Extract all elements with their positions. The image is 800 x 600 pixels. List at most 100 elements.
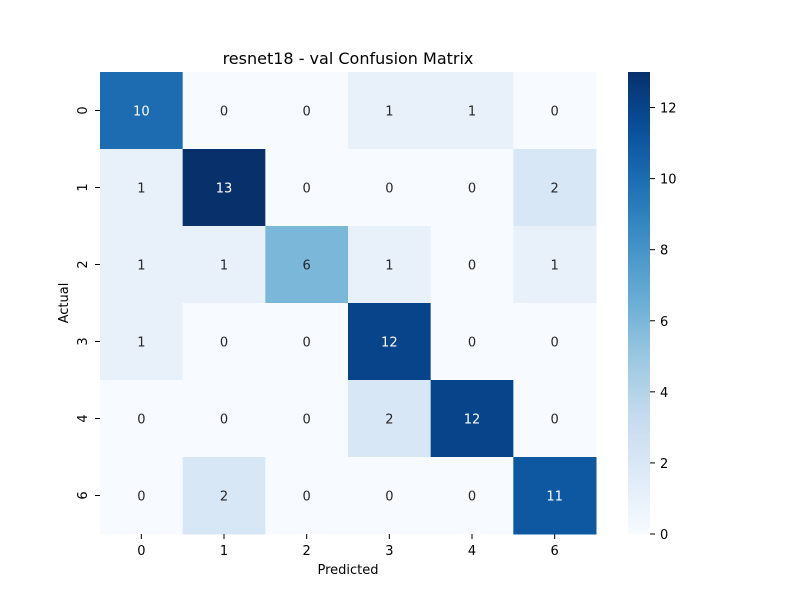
heatmap-cell bbox=[430, 380, 514, 458]
x-tick-label: 0 bbox=[137, 544, 145, 559]
colorbar-gradient bbox=[628, 72, 650, 534]
heatmap-cell bbox=[265, 303, 349, 381]
cell-value-label: 0 bbox=[303, 182, 311, 197]
heatmap-cell bbox=[100, 457, 184, 535]
x-tick-label: 3 bbox=[385, 544, 393, 559]
cell-value-label: 11 bbox=[546, 490, 563, 505]
y-tick-label: 4 bbox=[76, 414, 91, 422]
heatmap-cell bbox=[265, 226, 349, 304]
heatmap-cell bbox=[348, 457, 432, 535]
cell-value-label: 0 bbox=[220, 105, 228, 120]
heatmap-cell bbox=[513, 380, 597, 458]
colorbar: 0 2 4 6 8 10 12 bbox=[628, 72, 677, 543]
cell-value-label: 0 bbox=[137, 413, 145, 428]
cell-value-label: 0 bbox=[551, 105, 559, 120]
heatmap-cell bbox=[513, 149, 597, 227]
cell-value-label: 0 bbox=[468, 490, 476, 505]
heatmap-cell bbox=[182, 457, 266, 535]
cell-value-label: 1 bbox=[385, 259, 393, 274]
heatmap-cell bbox=[182, 303, 266, 381]
cell-value-label: 10 bbox=[133, 105, 150, 120]
heatmap-cell bbox=[100, 303, 184, 381]
colorbar-tick-label: 0 bbox=[660, 528, 668, 543]
cell-value-label: 6 bbox=[303, 259, 311, 274]
heatmap-cell bbox=[100, 226, 184, 304]
heatmap-cells bbox=[100, 72, 597, 535]
cell-value-label: 0 bbox=[303, 490, 311, 505]
y-tick-label: 0 bbox=[76, 106, 91, 114]
cell-value-label: 0 bbox=[551, 336, 559, 351]
cell-value-label: 0 bbox=[385, 182, 393, 197]
cell-value-label: 1 bbox=[220, 259, 228, 274]
x-axis-label: Predicted bbox=[317, 563, 378, 578]
heatmap-cell bbox=[348, 380, 432, 458]
cell-value-label: 0 bbox=[468, 336, 476, 351]
heatmap-cell bbox=[265, 457, 349, 535]
cell-value-label: 2 bbox=[551, 182, 559, 197]
x-tick-label: 4 bbox=[468, 544, 476, 559]
y-tick-label: 6 bbox=[76, 491, 91, 499]
heatmap-cell bbox=[265, 149, 349, 227]
heatmap-cell bbox=[348, 226, 432, 304]
heatmap-cell bbox=[265, 72, 349, 150]
heatmap-cell bbox=[513, 303, 597, 381]
cell-value-label: 0 bbox=[468, 259, 476, 274]
cell-value-label: 1 bbox=[137, 182, 145, 197]
y-tick-label: 3 bbox=[76, 337, 91, 345]
heatmap-cell bbox=[265, 380, 349, 458]
heatmap-cell bbox=[182, 72, 266, 150]
heatmap-cell bbox=[100, 149, 184, 227]
colorbar-tick-label: 2 bbox=[660, 457, 668, 472]
colorbar-tick-label: 8 bbox=[660, 244, 668, 259]
cell-value-label: 0 bbox=[137, 490, 145, 505]
colorbar-tick-label: 4 bbox=[660, 386, 668, 401]
heatmap-cell bbox=[430, 303, 514, 381]
x-tick-label: 6 bbox=[551, 544, 559, 559]
x-tick-label: 1 bbox=[220, 544, 228, 559]
cell-value-label: 1 bbox=[551, 259, 559, 274]
cell-value-label: 0 bbox=[220, 336, 228, 351]
cell-value-label: 1 bbox=[137, 259, 145, 274]
heatmap-cell bbox=[513, 457, 597, 535]
cell-value-label: 0 bbox=[220, 413, 228, 428]
cell-value-label: 1 bbox=[468, 105, 476, 120]
cell-value-label: 0 bbox=[303, 413, 311, 428]
cell-value-label: 1 bbox=[137, 336, 145, 351]
heatmap-cell-labels: 10 0 0 1 1 01 13 0 0 0 21 1 6 1 0 11 0 0 12 0 00 0 0 2 12 00 2 0 0 0 1… bbox=[133, 105, 563, 505]
cell-value-label: 0 bbox=[468, 182, 476, 197]
cell-value-label: 13 bbox=[216, 182, 233, 197]
heatmap-cell bbox=[430, 226, 514, 304]
colorbar-tick-label: 12 bbox=[660, 102, 677, 117]
heatmap-cell bbox=[182, 226, 266, 304]
heatmap-cell bbox=[513, 72, 597, 150]
heatmap-cell bbox=[100, 380, 184, 458]
y-axis: 0 1 2 3 4 6 bbox=[76, 106, 100, 500]
cell-value-label: 12 bbox=[464, 413, 481, 428]
heatmap-cell bbox=[182, 149, 266, 227]
heatmap-cell bbox=[100, 72, 184, 150]
heatmap-cell bbox=[513, 226, 597, 304]
cell-value-label: 1 bbox=[385, 105, 393, 120]
cell-value-label: 0 bbox=[303, 105, 311, 120]
colorbar-tick-label: 6 bbox=[660, 315, 668, 330]
heatmap-cell bbox=[348, 149, 432, 227]
chart-title: resnet18 - val Confusion Matrix bbox=[223, 49, 474, 68]
cell-value-label: 0 bbox=[385, 490, 393, 505]
heatmap-cell bbox=[348, 303, 432, 381]
heatmap-cell bbox=[430, 72, 514, 150]
cell-value-label: 12 bbox=[381, 336, 398, 351]
heatmap-cell bbox=[430, 149, 514, 227]
y-axis-label: Actual bbox=[57, 283, 72, 324]
cell-value-label: 2 bbox=[385, 413, 393, 428]
y-tick-label: 1 bbox=[76, 183, 91, 191]
heatmap-cell bbox=[182, 380, 266, 458]
heatmap-cell bbox=[348, 72, 432, 150]
y-tick-label: 2 bbox=[76, 260, 91, 268]
cell-value-label: 0 bbox=[303, 336, 311, 351]
cell-value-label: 2 bbox=[220, 490, 228, 505]
colorbar-tick-label: 10 bbox=[660, 173, 677, 188]
cell-value-label: 0 bbox=[551, 413, 559, 428]
x-axis: 0 1 2 3 4 6 bbox=[137, 534, 559, 559]
x-tick-label: 2 bbox=[303, 544, 311, 559]
